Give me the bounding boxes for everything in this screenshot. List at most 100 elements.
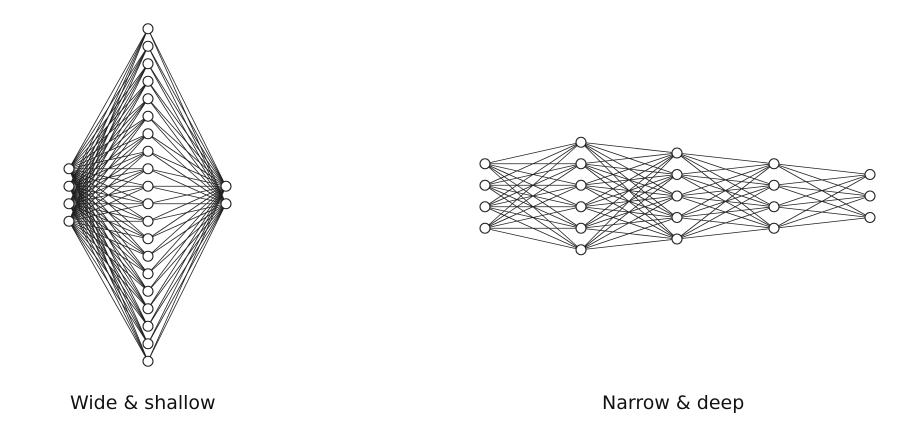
connection-edge [580, 152, 678, 208]
neuron-node-layer-2 [575, 136, 587, 148]
connection-edge [676, 152, 775, 165]
connection-edge [773, 174, 871, 186]
connection-edge [676, 227, 775, 240]
neuron-node-layer-2 [142, 303, 154, 315]
neuron-node-layer-1 [479, 201, 491, 213]
wide-shallow-network [63, 23, 232, 367]
neuron-node-layer-2 [142, 250, 154, 262]
neuron-node-layer-2 [142, 320, 154, 332]
connection-edge [147, 185, 227, 240]
neuron-node-layer-3 [220, 198, 232, 210]
connection-edge [484, 141, 582, 229]
connection-edge [147, 63, 227, 187]
narrow-deep-network [479, 136, 876, 256]
connection-edge [773, 163, 871, 175]
neuron-node-layer-3 [671, 233, 683, 245]
connection-edge [68, 46, 149, 222]
neuron-node-layer-2 [575, 158, 587, 170]
neuron-node-layer-2 [142, 128, 154, 140]
neuron-node-layer-4 [768, 158, 780, 170]
connection-edge [68, 81, 149, 222]
connection-edge [68, 221, 149, 327]
connection-edge [580, 195, 678, 251]
neuron-node-layer-1 [479, 179, 491, 191]
connection-edge [68, 28, 149, 187]
connection-edge [676, 163, 775, 240]
neuron-node-layer-2 [142, 355, 154, 367]
wide-shallow-caption: Wide & shallow [70, 392, 216, 414]
neuron-node-layer-2 [142, 145, 154, 157]
neuron-node-layer-2 [142, 338, 154, 350]
neuron-node-layer-2 [142, 110, 154, 122]
neuron-node-layer-1 [63, 163, 75, 175]
connection-edge [147, 203, 227, 362]
neuron-node-layer-2 [575, 179, 587, 191]
connection-edge [580, 152, 678, 251]
neuron-node-layer-2 [575, 201, 587, 213]
connection-edge [147, 185, 227, 222]
neuron-node-layer-5 [864, 190, 876, 202]
connection-edge [68, 185, 149, 222]
connection-edge [68, 220, 149, 292]
neuron-node-layer-2 [142, 58, 154, 70]
connection-edge [147, 115, 227, 187]
neuron-node-layer-2 [575, 222, 587, 234]
neuron-node-layer-3 [671, 190, 683, 202]
neuron-node-layer-2 [142, 163, 154, 175]
neuron-node-layer-2 [142, 215, 154, 227]
connection-edge [484, 141, 582, 165]
connection-edge [147, 28, 227, 187]
connection-edge [68, 168, 149, 222]
neuron-node-layer-2 [142, 180, 154, 192]
neuron-node-layer-3 [671, 147, 683, 159]
connection-edge [773, 174, 871, 229]
connection-edge [68, 98, 149, 222]
neuron-node-layer-2 [142, 75, 154, 87]
connection-edge [68, 28, 149, 169]
connection-edge [676, 163, 775, 197]
connection-edge [580, 152, 678, 229]
connection-edge [147, 168, 227, 187]
connection-edge [147, 98, 227, 187]
connection-edge [147, 46, 227, 187]
connection-edge [484, 184, 582, 229]
neuron-node-layer-1 [63, 180, 75, 192]
neuron-node-layer-2 [142, 198, 154, 210]
neuron-node-layer-3 [671, 168, 683, 181]
connection-edge [147, 186, 227, 344]
connection-edge [147, 186, 227, 309]
connection-edge [484, 206, 582, 229]
connection-edge [773, 217, 871, 229]
neuron-node-layer-1 [479, 158, 491, 170]
connection-edge [580, 238, 678, 251]
connection-edge [676, 163, 775, 218]
narrow-deep-nodes [479, 136, 876, 256]
neuron-node-layer-1 [479, 222, 491, 234]
neuron-node-layer-4 [768, 201, 780, 213]
neuron-node-layer-2 [142, 40, 154, 52]
neuron-node-layer-4 [768, 222, 780, 234]
connection-edge [676, 206, 775, 240]
connection-edge [147, 186, 227, 327]
wide-shallow-nodes [63, 23, 232, 367]
narrow-deep-edges [484, 141, 871, 251]
neuron-node-layer-2 [142, 285, 154, 297]
connection-edge [773, 174, 871, 208]
connection-edge [68, 220, 149, 257]
connection-edge [68, 28, 149, 222]
connection-edge [676, 163, 775, 175]
wide-shallow-edges [68, 28, 227, 362]
neuron-node-layer-2 [575, 244, 587, 256]
connection-edge [147, 186, 227, 362]
neuron-node-layer-2 [142, 23, 154, 35]
connection-edge [68, 116, 149, 222]
connection-edge [147, 81, 227, 187]
connection-edge [580, 217, 678, 251]
connection-edge [68, 220, 149, 240]
connection-edge [147, 150, 227, 187]
neuron-node-layer-5 [864, 168, 876, 181]
connection-edge [68, 221, 149, 344]
neuron-node-layer-3 [671, 211, 683, 224]
connection-edge [68, 203, 149, 222]
neuron-node-layer-2 [142, 268, 154, 280]
